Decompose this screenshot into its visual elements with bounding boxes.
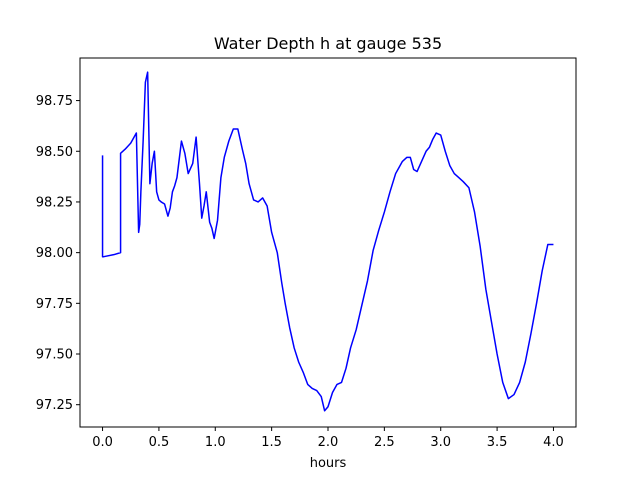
- y-ticks: 97.25 97.50 97.75 98.00 98.25 98.50 98.75: [36, 94, 80, 413]
- x-tick-label: 1.0: [205, 435, 226, 450]
- x-axis-label: hours: [310, 456, 347, 471]
- y-tick-label: 97.50: [36, 348, 73, 363]
- x-tick-label: 4.0: [543, 435, 564, 450]
- x-tick-label: 2.5: [374, 435, 395, 450]
- x-tick-label: 3.5: [487, 435, 508, 450]
- y-tick-label: 98.75: [36, 94, 73, 109]
- y-tick-label: 98.50: [36, 145, 73, 160]
- y-tick-label: 97.25: [36, 398, 73, 413]
- y-tick-label: 98.25: [36, 195, 73, 210]
- y-tick-label: 97.75: [36, 297, 73, 312]
- x-tick-label: 0.0: [92, 435, 113, 450]
- x-tick-label: 1.5: [261, 435, 282, 450]
- x-tick-label: 3.0: [430, 435, 451, 450]
- x-tick-label: 2.0: [318, 435, 339, 450]
- plot-content: [101, 71, 554, 412]
- x-tick-label: 0.5: [149, 435, 170, 450]
- series-line-0: [101, 71, 554, 412]
- chart-title: Water Depth h at gauge 535: [214, 34, 442, 53]
- x-ticks: 0.0 0.5 1.0 1.5 2.0 2.5 3.0 3.5 4.0: [92, 427, 564, 450]
- y-tick-label: 98.00: [36, 246, 73, 261]
